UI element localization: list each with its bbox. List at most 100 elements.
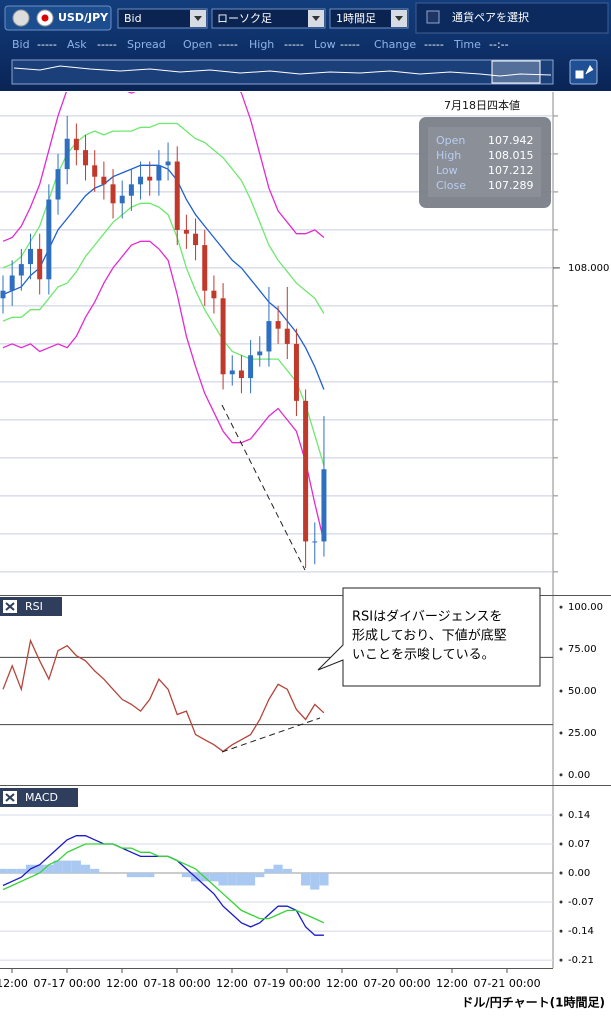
dropdown-arrow [194,16,202,21]
histogram-bar [310,873,320,890]
candle-body [202,245,208,291]
y-tick-label: 0.00 [568,868,590,879]
candle-body [156,165,162,181]
quote-label: Low [314,38,336,51]
navigator-line [13,65,552,77]
quote-label: Time [453,38,481,51]
series-line [2,843,325,924]
candle-body [9,275,15,291]
candle-body [92,165,98,177]
x-tick-label: 07-21 00:00 [473,977,540,990]
price-type-select[interactable] [117,8,208,29]
histogram-bar [255,873,265,878]
candle-body [257,351,263,356]
x-tick-label: 07-19 00:00 [253,977,320,990]
navigator[interactable] [11,59,554,85]
plots [0,92,553,961]
histogram-bar [135,873,146,878]
candle-body [64,138,70,170]
pair: USD/JPY [58,11,109,24]
annotation-line: 形成しており、下値が底堅 [352,628,507,644]
y-tick [559,900,563,904]
candle-body [83,150,89,166]
series-line [2,240,325,542]
y-tick [559,689,563,693]
y-tick-label: 50.00 [568,686,597,697]
quote-label: High [249,38,274,51]
histogram-bar [90,868,100,874]
histogram-bar [227,873,237,886]
series-line [2,92,325,242]
histogram-bar [181,873,191,878]
quote-label: Ask [67,38,87,51]
histogram-bar [53,860,63,874]
histogram-bar [126,873,136,878]
interval-select[interactable] [329,8,409,29]
candle-body [46,199,52,280]
quote-value: ----- [218,38,238,51]
info-value: 108.015 [488,149,534,162]
candle-body [18,264,24,276]
series-line [2,164,325,390]
candle-body [37,248,43,280]
quote-value: ----- [284,38,304,51]
y-tick-label: 100.00 [568,602,603,613]
pair-box[interactable] [4,5,112,31]
candle-body [220,298,226,375]
candle-body [193,233,199,246]
x-tick-label: 07-17 00:00 [33,977,100,990]
y-tick-label: 0.00 [568,770,590,781]
close-icon [5,793,15,802]
series-line [2,638,325,753]
candle-body [28,248,34,265]
flag-us [12,9,30,27]
info-label: Open [436,134,465,147]
interval: 1時間足 [336,12,376,25]
histogram-bar [282,868,292,874]
histogram-bar [209,873,219,882]
quote-row: Bid ----- Ask ----- Spread Open ----- High -----… [12,38,509,51]
histogram-bar [301,873,311,886]
y-tick-label: -0.21 [568,955,594,966]
candle-body [275,321,281,329]
candle-body [312,541,318,543]
candle-body [0,290,6,299]
navigator-window[interactable] [491,60,541,84]
candle-body [321,469,327,542]
candle-body [55,169,61,200]
macd-tab[interactable] [0,788,78,807]
info-value: 107.289 [488,179,534,192]
candle-body [165,161,171,166]
annotation-line: いことを示唆している。 [352,647,495,663]
info-label: High [436,149,461,162]
histogram-bar [16,868,26,874]
pair-select: 通貨ペアを選択 [452,10,529,24]
candle-body [119,195,125,204]
quote-label: Bid [12,38,30,51]
info-label: Low [436,164,458,177]
dropdown-arrow [395,16,403,21]
chart-style: ローソク足 [217,12,272,25]
divergence-line [221,404,306,571]
dropdown-arrow [312,16,320,21]
y-tick [559,958,563,962]
histogram-bar [273,864,283,874]
candle-body [266,321,272,352]
divergence-line [221,717,321,753]
checkbox[interactable] [426,10,440,24]
y-tick [559,605,563,609]
candle-body [183,229,189,234]
y-tick-label: 0.07 [568,839,590,850]
pair-select-panel [415,2,609,34]
flag-jp-dot [41,14,49,22]
y-tick [559,871,563,875]
y-tick-label: 75.00 [568,644,597,655]
quote-label: Change [374,38,416,51]
style-select[interactable] [211,8,326,29]
histogram-bar [236,873,247,886]
close-icon [5,602,15,611]
x-tick-label: 12:00 [0,977,28,990]
info-inner [428,127,541,197]
panel [0,814,553,961]
